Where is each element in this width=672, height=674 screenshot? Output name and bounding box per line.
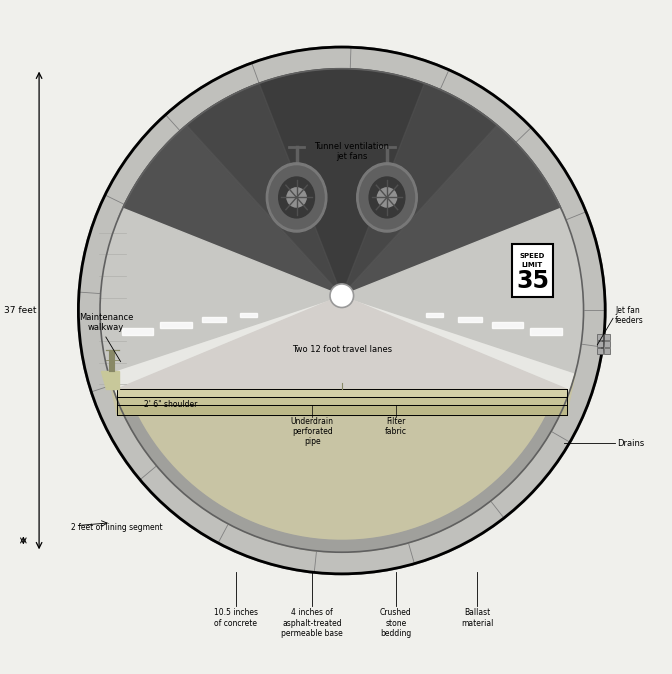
Polygon shape: [342, 84, 497, 296]
FancyBboxPatch shape: [512, 243, 553, 297]
Text: LIMIT: LIMIT: [522, 262, 543, 268]
Polygon shape: [342, 208, 583, 373]
Circle shape: [101, 69, 583, 551]
Polygon shape: [202, 317, 226, 322]
Polygon shape: [530, 328, 562, 335]
Text: Jet fan
feeders: Jet fan feeders: [615, 306, 644, 325]
Bar: [604, 334, 610, 340]
Polygon shape: [123, 408, 561, 552]
Polygon shape: [117, 389, 566, 397]
Text: Ballast
material: Ballast material: [461, 608, 494, 627]
Polygon shape: [427, 313, 444, 317]
Polygon shape: [122, 328, 153, 335]
Polygon shape: [241, 313, 257, 317]
Bar: [597, 334, 603, 340]
Text: 4 inches of
asphalt-treated
permeable base: 4 inches of asphalt-treated permeable ba…: [282, 608, 343, 638]
Circle shape: [287, 188, 306, 207]
Text: 35: 35: [516, 269, 549, 293]
Text: Operating
headroom
15 feet: Operating headroom 15 feet: [112, 280, 151, 309]
Polygon shape: [186, 84, 342, 296]
Text: Two 12 foot travel lanes: Two 12 foot travel lanes: [292, 344, 392, 354]
Text: Crushed
stone
bedding: Crushed stone bedding: [380, 608, 412, 638]
Polygon shape: [342, 125, 561, 296]
Ellipse shape: [266, 163, 327, 232]
Polygon shape: [108, 373, 575, 552]
Bar: [604, 341, 610, 347]
Circle shape: [378, 188, 396, 207]
Polygon shape: [101, 371, 119, 389]
Ellipse shape: [279, 177, 314, 218]
Text: Tunnel ventilation
jet fans: Tunnel ventilation jet fans: [314, 142, 389, 161]
Ellipse shape: [357, 163, 417, 232]
Circle shape: [330, 284, 353, 307]
Polygon shape: [117, 296, 566, 389]
Ellipse shape: [269, 166, 324, 229]
Polygon shape: [100, 208, 342, 373]
Text: 37 feet: 37 feet: [3, 306, 36, 315]
Text: Filter
fabric: Filter fabric: [385, 417, 407, 436]
Text: Underdrain
perforated
pipe: Underdrain perforated pipe: [291, 417, 334, 446]
Polygon shape: [117, 397, 566, 405]
Ellipse shape: [360, 166, 415, 229]
Polygon shape: [118, 69, 566, 296]
Circle shape: [79, 47, 605, 574]
Text: Drains: Drains: [617, 439, 644, 448]
Polygon shape: [492, 322, 523, 328]
Text: 2 feet of lining segment: 2 feet of lining segment: [71, 523, 162, 532]
Polygon shape: [458, 317, 482, 322]
Circle shape: [75, 43, 609, 578]
Ellipse shape: [369, 177, 405, 218]
Text: 2' 6" shoulder: 2' 6" shoulder: [144, 400, 198, 409]
Bar: [597, 348, 603, 354]
Polygon shape: [161, 322, 192, 328]
Bar: [597, 341, 603, 347]
Text: 10.5 inches
of concrete: 10.5 inches of concrete: [214, 608, 257, 627]
Polygon shape: [123, 125, 342, 296]
Polygon shape: [117, 405, 566, 415]
Bar: [604, 348, 610, 354]
Text: Maintenance
walkway: Maintenance walkway: [79, 313, 133, 332]
Text: SPEED: SPEED: [519, 253, 545, 259]
